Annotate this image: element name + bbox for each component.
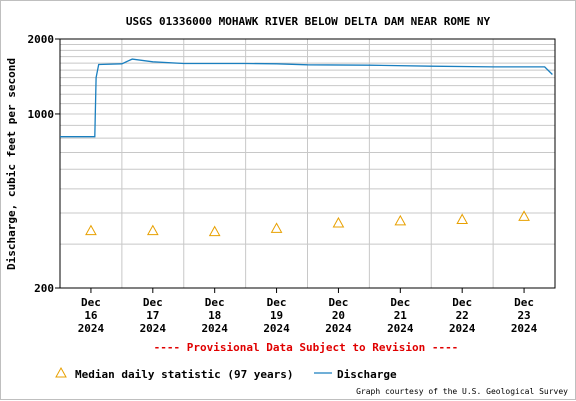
x-tick-label: Dec [205, 296, 225, 309]
chart-title: USGS 01336000 MOHAWK RIVER BELOW DELTA D… [126, 15, 491, 28]
x-tick-label: 21 [394, 309, 408, 322]
median-point [518, 210, 530, 221]
median-point [456, 213, 469, 224]
median-point [332, 216, 345, 228]
x-tick-label: 2024 [78, 322, 105, 335]
x-tick-label: 18 [208, 309, 221, 322]
plot-frame [59, 38, 556, 289]
x-tick-label: 20 [332, 309, 345, 322]
x-tick-label: Dec [452, 296, 472, 309]
x-tick-label: 2024 [325, 322, 352, 335]
y-tick-label: 200 [34, 282, 54, 295]
legend-median-label: Median daily statistic (97 years) [75, 368, 294, 381]
x-axis-ticks: Dec162024Dec172024Dec182024Dec192024Dec2… [78, 288, 538, 335]
x-tick-label: 2024 [387, 322, 414, 335]
median-point [270, 222, 283, 233]
y-tick-label: 2000 [28, 33, 55, 46]
median-point [146, 224, 159, 236]
x-tick-label: 19 [270, 309, 283, 322]
provisional-notice: ---- Provisional Data Subject to Revisio… [154, 341, 459, 354]
x-tick-label: Dec [390, 296, 410, 309]
legend-discharge-label: Discharge [337, 368, 397, 381]
x-tick-label: 2024 [263, 322, 290, 335]
x-tick-label: 22 [456, 309, 469, 322]
credit-line: Graph courtesy of the U.S. Geological Su… [356, 387, 568, 396]
median-point [85, 224, 97, 236]
median-point [394, 214, 407, 226]
x-tick-label: Dec [267, 296, 287, 309]
x-tick-label: Dec [514, 296, 534, 309]
x-tick-label: 2024 [201, 322, 228, 335]
series-layer [60, 58, 553, 237]
y-axis-label: Discharge, cubic feet per second [5, 58, 18, 270]
median-point [208, 225, 221, 237]
x-tick-label: 17 [146, 309, 159, 322]
legend-median-marker [55, 366, 67, 378]
x-tick-label: 2024 [140, 322, 167, 335]
x-tick-label: Dec [329, 296, 349, 309]
x-tick-label: Dec [81, 296, 101, 309]
grid [60, 38, 555, 289]
x-tick-label: 23 [517, 309, 530, 322]
x-tick-label: 16 [84, 309, 98, 322]
x-tick-label: Dec [143, 296, 163, 309]
y-axis-ticks: 200 1000 2000 [28, 33, 60, 295]
y-tick-label: 1000 [28, 108, 55, 121]
discharge-series-line [60, 58, 553, 138]
x-tick-label: 2024 [511, 322, 538, 335]
x-tick-label: 2024 [449, 322, 476, 335]
legend: Median daily statistic (97 years) Discha… [55, 366, 397, 381]
